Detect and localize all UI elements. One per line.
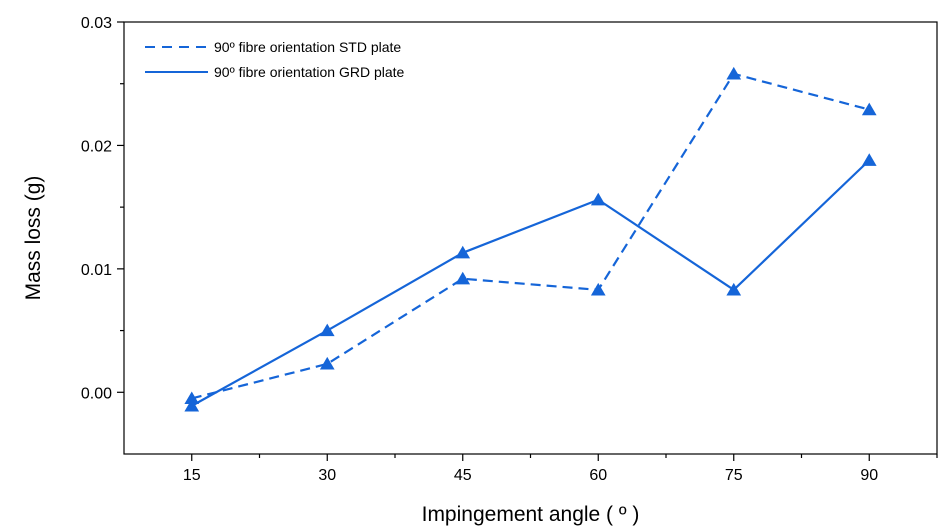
data-point-marker <box>590 192 606 206</box>
y-axis-ticks: 0.00 0.01 0.02 0.03 <box>81 15 124 402</box>
legend: 90º fibre orientation STD plate 90º fibre… <box>145 39 405 80</box>
y-tick-label: 0.00 <box>81 385 112 402</box>
series-line <box>191 159 871 407</box>
series-layer <box>184 66 877 412</box>
data-point-marker <box>590 282 606 296</box>
x-tick-label: 75 <box>725 467 743 484</box>
x-tick-label: 45 <box>454 467 472 484</box>
data-point-marker <box>319 323 335 337</box>
data-point-marker <box>184 398 200 412</box>
x-tick-label: 30 <box>318 467 336 484</box>
data-point-marker <box>319 356 335 370</box>
data-point-marker <box>861 153 877 166</box>
x-axis-ticks: 15 30 45 60 75 90 <box>183 454 938 484</box>
data-point-marker <box>726 282 742 296</box>
data-point-marker <box>184 391 200 405</box>
data-point-marker <box>861 102 877 116</box>
axes-layer <box>123 21 938 455</box>
y-tick-label: 0.02 <box>81 138 112 155</box>
series-line <box>191 72 870 400</box>
data-point-marker <box>455 271 471 285</box>
x-tick-label: 90 <box>860 467 878 484</box>
x-tick-label: 60 <box>589 467 607 484</box>
x-tick-label: 15 <box>183 467 201 484</box>
y-tick-label: 0.01 <box>81 262 112 279</box>
data-point-marker <box>726 66 742 80</box>
series-1 <box>184 66 877 405</box>
x-axis-title: Impingement angle ( º ) <box>422 503 640 526</box>
plot-frame <box>123 21 938 455</box>
data-point-marker <box>455 245 471 259</box>
legend-label: 90º fibre orientation GRD plate <box>214 64 405 80</box>
series-2 <box>184 153 877 412</box>
y-axis-title: Mass loss (g) <box>22 176 45 301</box>
legend-label: 90º fibre orientation STD plate <box>214 39 401 55</box>
y-tick-label: 0.03 <box>81 15 112 32</box>
